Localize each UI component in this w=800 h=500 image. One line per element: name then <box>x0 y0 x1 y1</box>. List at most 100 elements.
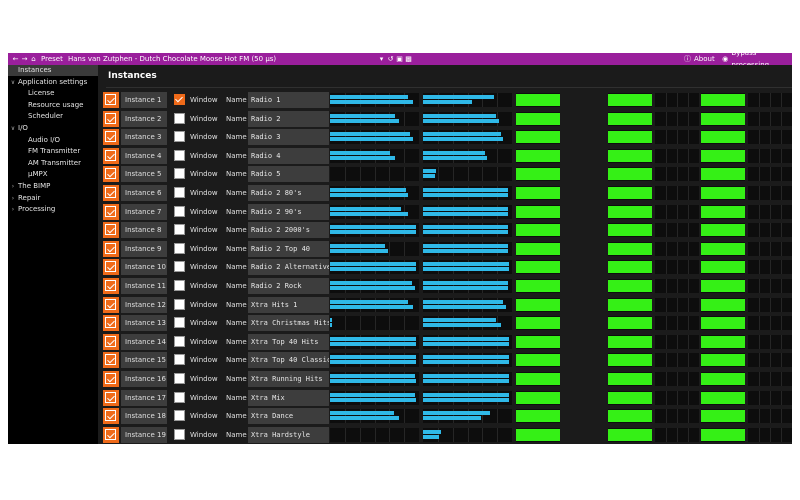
window-checkbox[interactable] <box>174 261 185 273</box>
processing-meter <box>516 297 560 312</box>
sidebar-item[interactable]: License <box>8 88 98 99</box>
sidebar-item[interactable]: › The BIMP <box>8 181 98 192</box>
window-checkbox[interactable] <box>174 187 185 198</box>
enable-checkbox[interactable] <box>105 242 116 254</box>
window-checkbox[interactable] <box>174 410 185 422</box>
enable-checkbox[interactable] <box>105 354 116 366</box>
sidebar-item[interactable]: ∨ I/O <box>8 123 98 134</box>
enable-checkbox[interactable] <box>105 224 116 236</box>
instance-name-input[interactable]: Xtra Mix <box>248 389 329 406</box>
meter-tick <box>677 316 678 331</box>
window-checkbox[interactable] <box>174 391 185 403</box>
processing-meter <box>655 279 699 293</box>
processing-meter-bar <box>516 354 560 367</box>
about-button[interactable]: ⓘ About <box>683 53 715 65</box>
window-checkbox[interactable] <box>174 205 185 217</box>
window-checkbox[interactable] <box>174 94 185 105</box>
undo-button[interactable]: ↺ <box>386 53 397 65</box>
window-checkbox[interactable] <box>174 280 185 291</box>
window-checkbox[interactable] <box>174 149 185 161</box>
instance-name-input[interactable]: Xtra Hits 1 <box>248 296 329 313</box>
window-checkbox[interactable] <box>174 354 185 366</box>
window-checkbox[interactable] <box>174 112 185 124</box>
instance-name-input[interactable]: Xtra Top 40 Hits <box>248 333 329 350</box>
chevron-down-icon[interactable]: ∨ <box>10 78 16 86</box>
enable-checkbox[interactable] <box>105 373 116 384</box>
instance-name-input[interactable]: Radio 2 Top 40 <box>248 240 329 257</box>
window-checkbox[interactable] <box>174 335 185 347</box>
window-checkbox[interactable] <box>174 224 185 236</box>
back-button[interactable]: ← <box>11 53 22 65</box>
window-checkbox[interactable] <box>174 373 185 384</box>
window-checkbox[interactable] <box>174 242 185 254</box>
instance-name-input[interactable]: Xtra Running Hits <box>248 371 329 387</box>
enable-checkbox[interactable] <box>105 335 116 347</box>
instance-name-input[interactable]: Radio 2 80's <box>248 185 329 201</box>
sidebar-item[interactable]: AM Transmitter <box>8 158 98 169</box>
processing-meter-bar <box>516 187 560 199</box>
processing-meter-bar <box>516 112 560 125</box>
processing-meter-bar <box>701 428 745 441</box>
sidebar-item[interactable]: Scheduler <box>8 111 98 122</box>
window-checkbox[interactable] <box>174 298 185 310</box>
window-checkbox[interactable] <box>174 131 185 143</box>
chevron-right-icon[interactable]: › <box>11 194 15 202</box>
processing-meter <box>701 223 745 238</box>
sidebar-item[interactable]: Resource usage <box>8 100 98 111</box>
enable-checkbox[interactable] <box>105 317 116 329</box>
chevron-right-icon[interactable]: › <box>11 183 15 190</box>
instance-label: Instance 13 <box>121 315 167 332</box>
instance-name-input[interactable]: Xtra Hardstyle <box>248 426 329 443</box>
meter-tick <box>666 427 667 442</box>
instance-name-input[interactable]: Radio 2 <box>248 110 329 127</box>
processing-meter-bar <box>516 317 560 330</box>
enable-checkbox[interactable] <box>105 112 116 124</box>
window-checkbox[interactable] <box>174 428 185 440</box>
sidebar-item[interactable]: › Repair <box>8 193 98 204</box>
enable-checkbox[interactable] <box>105 391 116 403</box>
sidebar-item[interactable]: Instances <box>8 65 98 76</box>
enable-checkbox[interactable] <box>105 410 116 422</box>
window-checkbox[interactable] <box>174 168 185 180</box>
sidebar-item[interactable]: µMPX <box>8 169 98 180</box>
enable-checkbox[interactable] <box>105 428 116 440</box>
sidebar-item[interactable]: FM Transmitter <box>8 146 98 157</box>
sidebar-item[interactable]: ∨ Application settings <box>8 77 98 88</box>
chevron-down-icon[interactable]: ∨ <box>10 125 16 132</box>
open-button[interactable]: ▣ <box>395 53 406 65</box>
enable-checkbox[interactable] <box>105 205 116 217</box>
enable-checkbox[interactable] <box>105 94 116 105</box>
enable-checkbox[interactable] <box>105 261 116 273</box>
enable-checkbox[interactable] <box>105 131 116 143</box>
chevron-right-icon[interactable]: › <box>11 206 15 214</box>
enable-checkbox[interactable] <box>105 187 116 198</box>
preset-dropdown-button[interactable]: ▾ <box>377 53 388 65</box>
instance-label: Instance 2 <box>121 110 167 127</box>
enable-checkbox[interactable] <box>105 280 116 291</box>
instance-name-input[interactable]: Radio 3 <box>248 129 329 146</box>
instance-name-input[interactable]: Radio 2 Alternative <box>248 259 329 276</box>
instance-name-input[interactable]: Radio 4 <box>248 147 329 164</box>
instance-name-input[interactable]: Radio 2 90's <box>248 203 329 220</box>
enable-checkbox[interactable] <box>105 168 116 180</box>
sidebar-item[interactable]: › Processing <box>8 204 98 215</box>
instance-name-input[interactable]: Xtra Dance <box>248 408 329 425</box>
forward-button[interactable]: → <box>20 53 31 65</box>
preset-name[interactable]: Hans van Zutphen - Dutch Chocolate Moose… <box>68 55 277 63</box>
instance-name-input[interactable]: Radio 1 <box>248 92 329 108</box>
instance-name-input[interactable]: Xtra Christmas Hits <box>248 315 329 332</box>
sidebar-item[interactable]: Audio I/O <box>8 135 98 146</box>
home-button[interactable]: ⌂ <box>29 53 40 65</box>
bypass-processing-button[interactable]: ◉Bypass processing <box>721 53 792 69</box>
instance-name-input[interactable]: Radio 2 2000's <box>248 222 329 239</box>
enable-checkbox[interactable] <box>105 298 116 310</box>
processing-meter-bar <box>608 428 652 441</box>
window-checkbox[interactable] <box>174 317 185 329</box>
window-label: Window <box>190 133 218 142</box>
instance-name-input[interactable]: Radio 2 Rock <box>248 278 329 294</box>
instance-name-input[interactable]: Xtra Top 40 Classic <box>248 352 329 369</box>
save-button[interactable]: ▩ <box>404 53 415 65</box>
enable-checkbox[interactable] <box>105 149 116 161</box>
instance-name-input[interactable]: Radio 5 <box>248 166 329 183</box>
enable-checkbox-cell <box>103 203 119 220</box>
